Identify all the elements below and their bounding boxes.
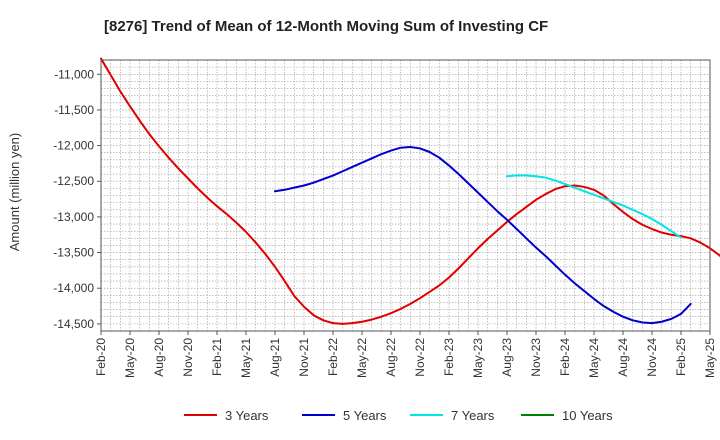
series-line-7-years bbox=[506, 174, 682, 239]
y-tick-label: -11,000 bbox=[54, 67, 94, 81]
x-tick-label: May-24 bbox=[587, 338, 601, 378]
y-axis-label: Amount (million yen) bbox=[7, 133, 22, 252]
x-tick-label: Nov-22 bbox=[413, 338, 427, 377]
x-tick-label: Aug-21 bbox=[268, 338, 282, 377]
grid-lines bbox=[101, 60, 710, 331]
x-tick-label: May-22 bbox=[355, 338, 369, 378]
x-tick-label: Aug-24 bbox=[616, 338, 630, 377]
x-tick-label: Nov-20 bbox=[181, 338, 195, 377]
x-tick-label: Feb-21 bbox=[210, 338, 224, 376]
legend-label: 7 Years bbox=[451, 408, 495, 423]
y-axis-ticks: -11,000 -11,500 -12,000 -12,500 -13,000 -13,5… bbox=[53, 67, 101, 331]
x-tick-label: Aug-23 bbox=[500, 338, 514, 377]
x-tick-label: Nov-21 bbox=[297, 338, 311, 377]
x-tick-label: May-23 bbox=[471, 338, 485, 378]
y-tick-label: -13,500 bbox=[53, 246, 94, 260]
series-line-5-years bbox=[274, 146, 692, 325]
chart-title: [8276] Trend of Mean of 12-Month Moving … bbox=[104, 18, 548, 35]
x-tick-label: Nov-24 bbox=[645, 338, 659, 377]
x-tick-label: Nov-23 bbox=[529, 338, 543, 377]
y-tick-label: -11,500 bbox=[54, 103, 94, 117]
y-tick-label: -13,000 bbox=[53, 210, 94, 224]
legend-label: 5 Years bbox=[343, 408, 387, 423]
x-tick-label: Feb-23 bbox=[442, 338, 456, 376]
y-tick-label: -12,500 bbox=[53, 174, 94, 188]
legend-label: 10 Years bbox=[562, 408, 613, 423]
plot-frame bbox=[100, 59, 711, 332]
legend: 3 Years 5 Years 7 Years 10 Years bbox=[184, 408, 613, 423]
x-tick-label: Feb-25 bbox=[674, 338, 688, 376]
x-tick-label: May-21 bbox=[239, 338, 253, 378]
x-tick-label: May-25 bbox=[703, 338, 717, 378]
series-line-3-years bbox=[100, 57, 720, 325]
x-tick-label: Feb-22 bbox=[326, 338, 340, 376]
x-tick-label: Feb-24 bbox=[558, 338, 572, 376]
plot-area-border bbox=[100, 59, 711, 332]
x-tick-label: May-20 bbox=[123, 338, 137, 378]
x-tick-label: Aug-20 bbox=[152, 338, 166, 377]
x-tick-label: Feb-20 bbox=[94, 338, 108, 376]
y-tick-label: -12,000 bbox=[53, 139, 94, 153]
x-tick-label: Aug-22 bbox=[384, 338, 398, 377]
y-tick-label: -14,000 bbox=[53, 281, 94, 295]
series-lines bbox=[100, 57, 720, 325]
y-tick-label: -14,500 bbox=[53, 317, 94, 331]
x-axis-ticks: Feb-20 May-20 Aug-20 Nov-20 Feb-21 May-21 Aug-… bbox=[94, 331, 717, 378]
legend-label: 3 Years bbox=[225, 408, 269, 423]
